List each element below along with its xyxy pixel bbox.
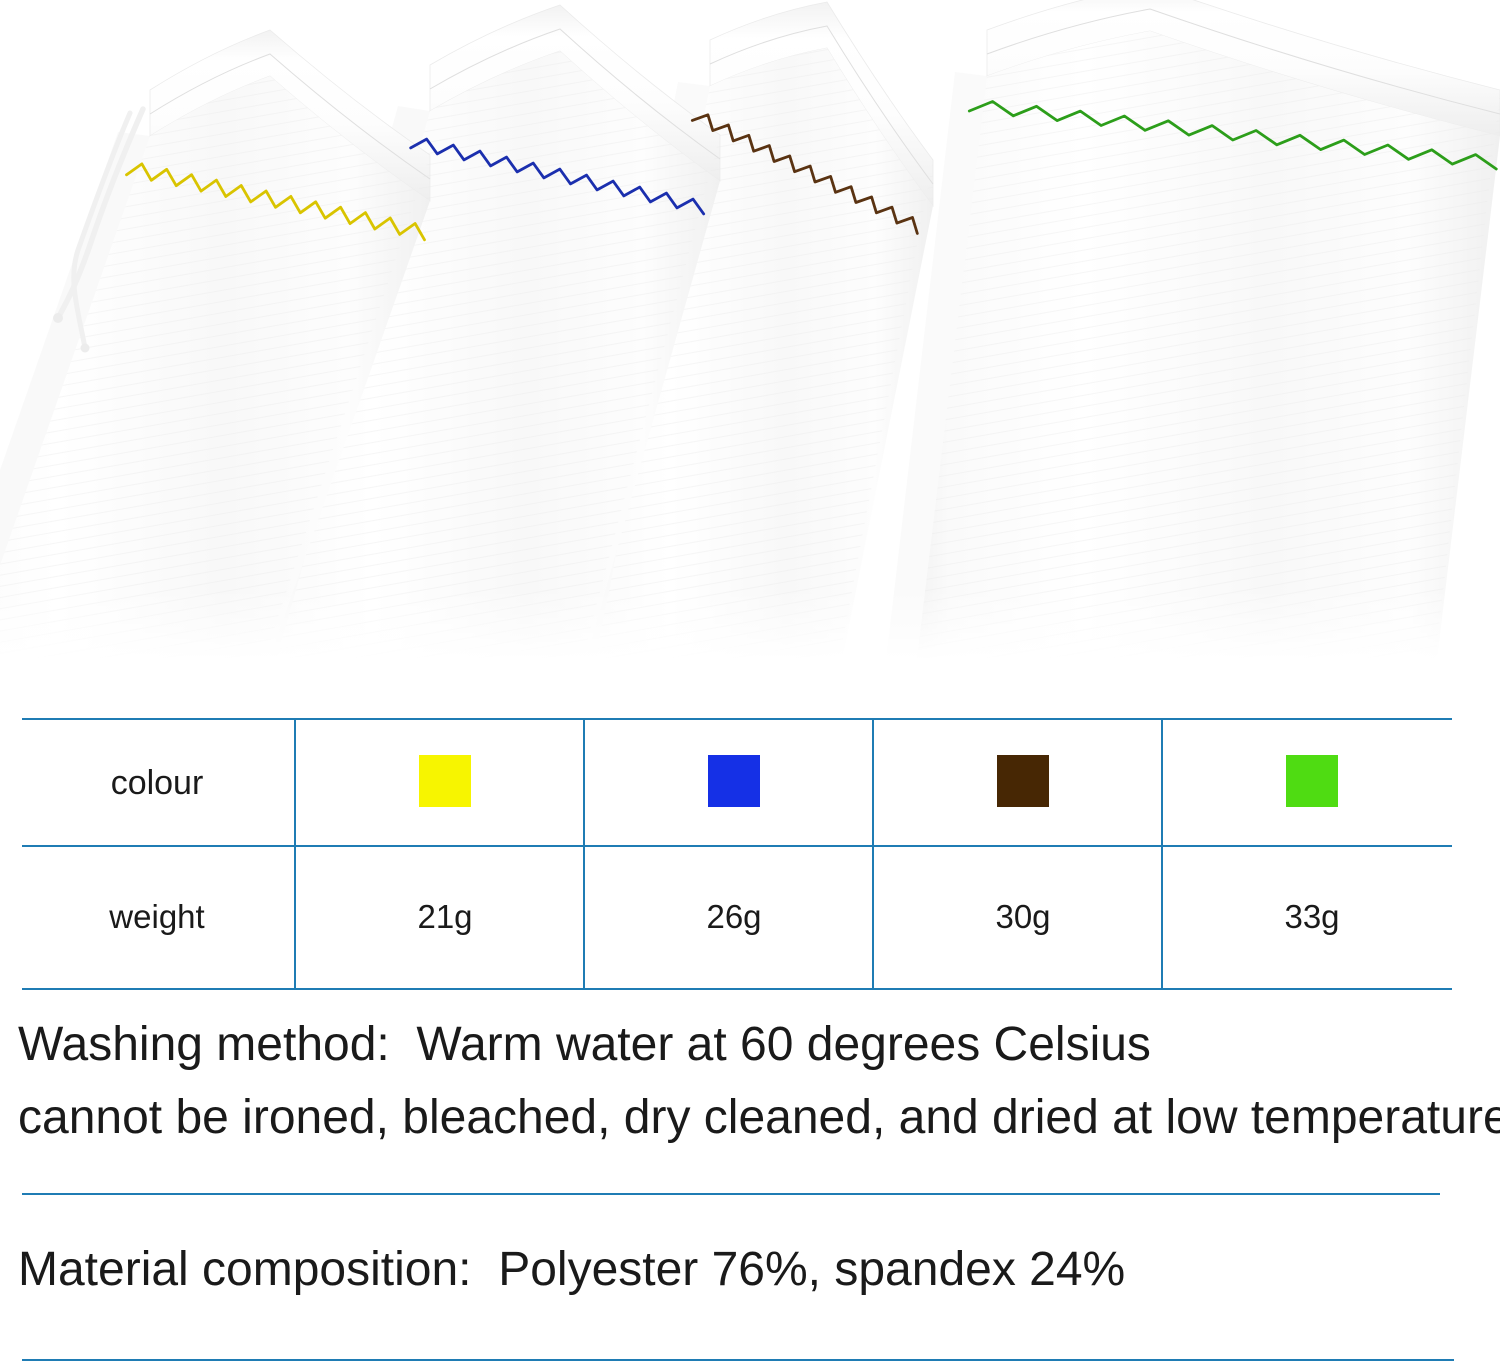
svg-text:26g: 26g — [706, 898, 761, 935]
svg-text:21g: 21g — [417, 898, 472, 935]
svg-text:33g: 33g — [1284, 898, 1339, 935]
svg-text:colour: colour — [111, 764, 204, 802]
svg-text:weight: weight — [108, 898, 204, 935]
svg-text:30g: 30g — [995, 898, 1050, 935]
